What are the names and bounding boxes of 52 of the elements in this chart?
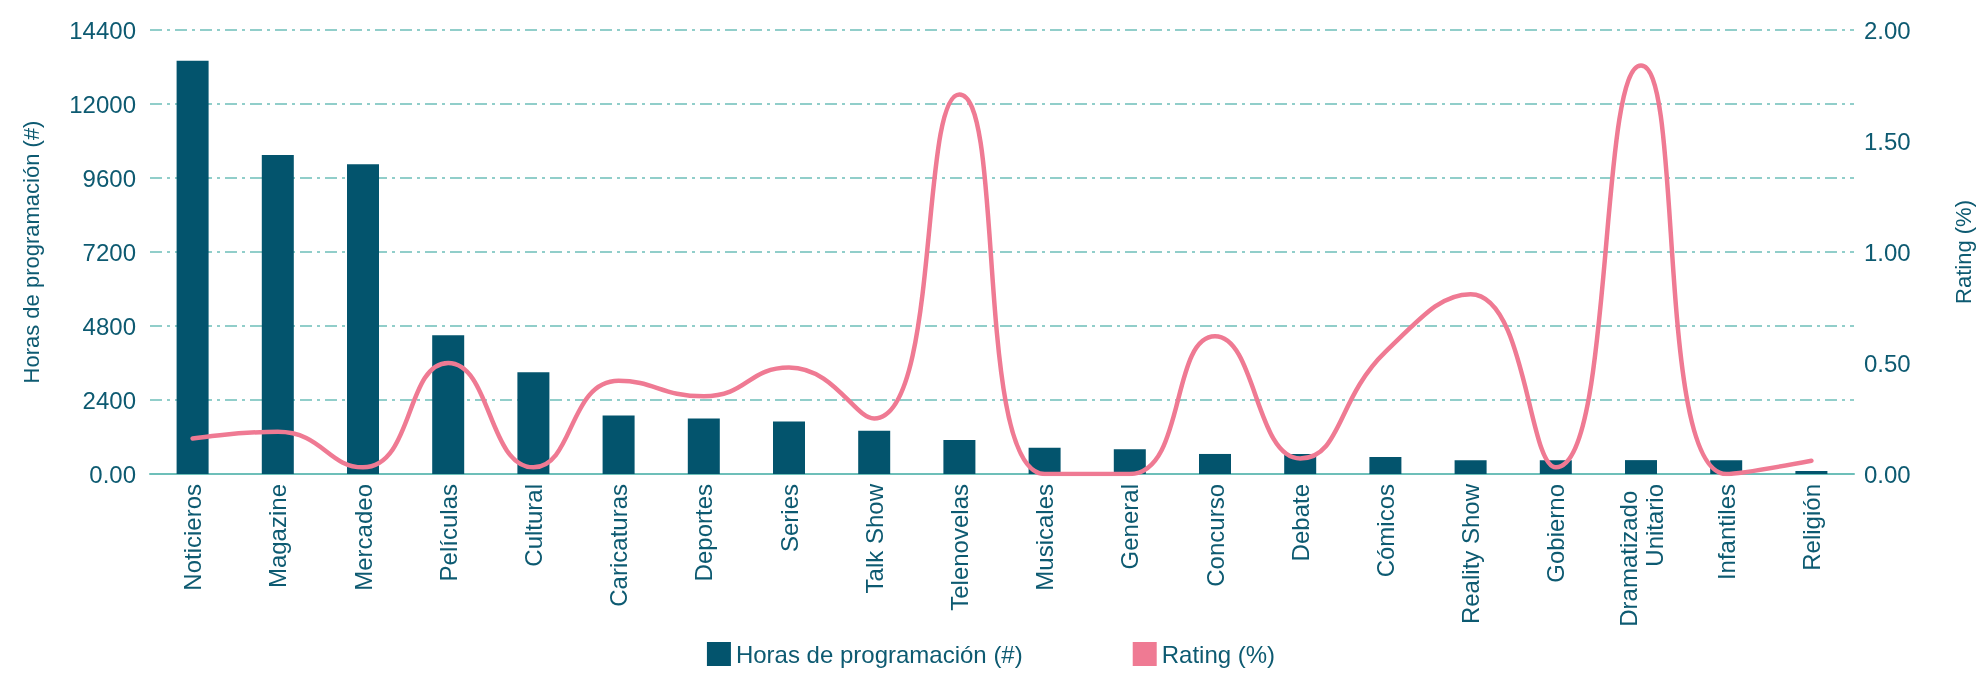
legend-label: Rating (%) — [1161, 640, 1276, 668]
x-tick-label: Debate — [1286, 484, 1314, 562]
y2-tick-label: 0.50 — [1864, 349, 1911, 377]
y-tick-label: 4800 — [82, 312, 136, 340]
x-tick-label: Musicales — [1031, 484, 1059, 591]
x-tick-label: Concurso — [1201, 484, 1229, 587]
x-tick-label: Series — [775, 484, 803, 553]
y-tick-label: 0.00 — [89, 460, 136, 488]
x-tick-label: Deportes — [690, 484, 718, 582]
y-tick-label: 12000 — [69, 90, 136, 118]
x-tick-label: Noticieros — [179, 484, 207, 591]
bar — [432, 335, 465, 474]
y2-axis-title: Rating (%) — [1950, 200, 1976, 304]
x-tick-label: Infantiles — [1712, 484, 1740, 581]
line-series — [190, 63, 1814, 477]
bar — [1369, 457, 1402, 474]
y2-tick-label: 2.00 — [1864, 16, 1911, 44]
x-tick-label: Películas — [434, 484, 462, 582]
y-tick-label: 9600 — [82, 164, 136, 192]
x-tick-label: Reality Show — [1457, 483, 1485, 625]
y-axis-title: Horas de programación (#) — [18, 120, 44, 384]
x-tick-label: Talk Show — [860, 483, 888, 594]
bar — [1454, 460, 1487, 474]
bar — [858, 430, 891, 474]
bar — [687, 418, 720, 474]
bar — [261, 154, 294, 474]
x-tick-label: Telenovelas — [945, 484, 973, 611]
bar — [517, 372, 550, 474]
x-tick-label: Mercadeo — [349, 484, 377, 591]
x-tick-label: Dramatizado Unitario — [1614, 484, 1668, 627]
bar — [347, 164, 379, 474]
x-tick-label: Religión — [1797, 484, 1825, 571]
y-tick-label: 2400 — [82, 386, 136, 414]
x-tick-label: General — [1116, 484, 1144, 570]
bar — [1625, 460, 1657, 474]
x-tick-label: Caricaturas — [605, 484, 633, 607]
y2-tick-label: 0.00 — [1864, 460, 1911, 488]
y-tick-label: 7200 — [82, 238, 136, 266]
x-tick-label: Cultural — [519, 484, 547, 567]
y2-tick-label: 1.00 — [1864, 238, 1911, 266]
bar — [176, 60, 209, 474]
bar — [773, 421, 805, 474]
legend-label: Horas de programación (#) — [735, 640, 1023, 668]
bar — [943, 440, 976, 474]
bar — [1795, 470, 1828, 474]
bar — [602, 415, 635, 474]
bar — [1199, 453, 1231, 474]
y2-tick-label: 1.50 — [1864, 127, 1911, 155]
x-tick-label: Magazine — [264, 484, 292, 589]
x-tick-label: Cómicos — [1371, 484, 1399, 578]
x-tick-label: Gobierno — [1542, 484, 1570, 583]
y-tick-label: 14400 — [69, 16, 136, 44]
